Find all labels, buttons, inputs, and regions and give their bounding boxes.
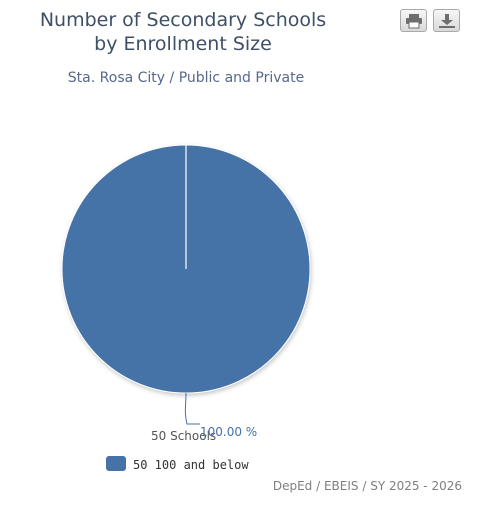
data-label-connector xyxy=(184,392,200,425)
data-label-percent: 100.00 % xyxy=(200,425,257,439)
chart-title: Number of Secondary Schools by Enrollmen… xyxy=(0,8,366,56)
legend-swatch[interactable] xyxy=(106,456,126,471)
legend-label[interactable]: 50 100 and below xyxy=(133,458,249,472)
chart-title-line-2: by Enrollment Size xyxy=(94,33,272,55)
printer-icon xyxy=(406,14,422,29)
data-label-value: 50 Schools xyxy=(151,429,216,443)
chart-subtitle: Sta. Rosa City / Public and Private xyxy=(67,70,305,86)
print-button[interactable] xyxy=(400,9,427,32)
chart-title-line-1: Number of Secondary Schools xyxy=(39,9,327,31)
chart-credits: DepEd / EBEIS / SY 2025 - 2026 xyxy=(272,479,462,493)
download-icon xyxy=(439,14,455,28)
download-button[interactable] xyxy=(433,9,460,32)
